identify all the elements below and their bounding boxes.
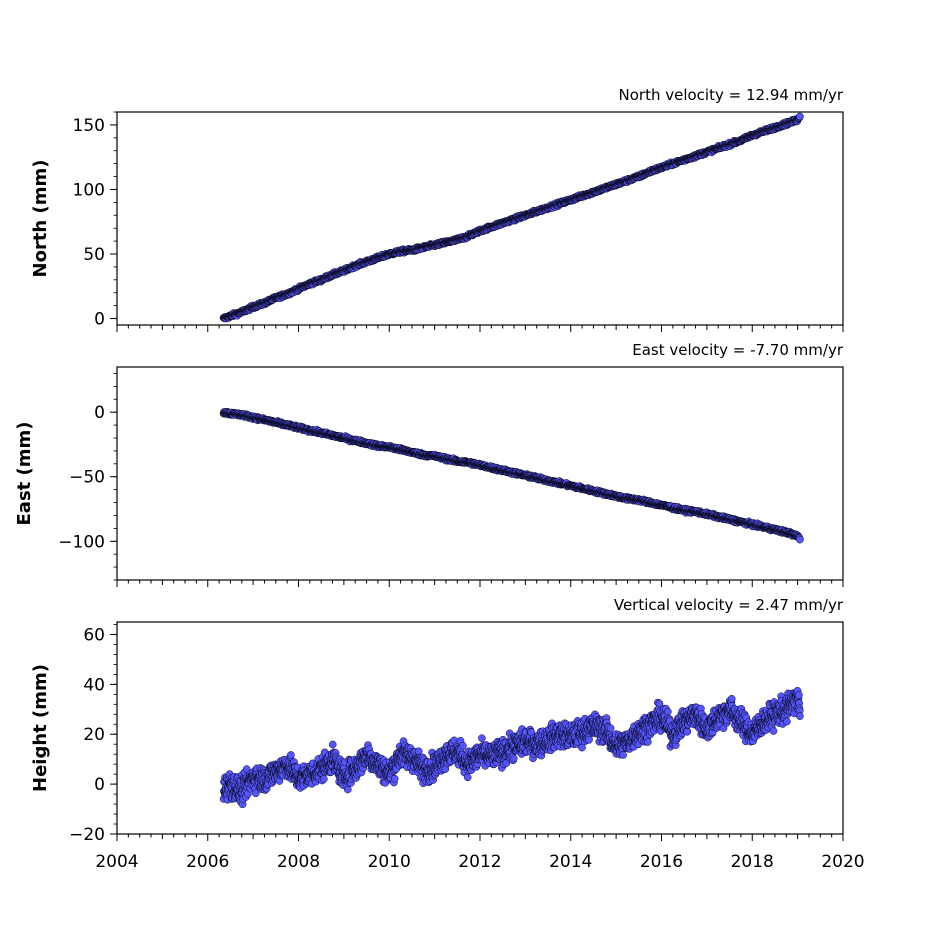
axes-frame [116,366,844,581]
markers-east [219,407,804,544]
data-point [478,734,486,743]
data-point [343,785,352,794]
y-axis-label: North (mm) [30,160,51,278]
data-point [796,535,804,544]
panel-east: 0 −50 −100 East (mm) East velocity = -7.70 m… [14,341,844,587]
y-axis-label: East (mm) [14,422,35,526]
data-point [509,754,518,763]
y-tick-label: −50 [69,468,105,488]
y-tick-label: 150 [73,116,105,136]
markers-height [219,686,804,809]
y-tick-label: 0 [94,310,105,330]
y-tick-label: 50 [83,245,105,265]
data-point [796,112,804,121]
velocity-title: North velocity = 12.94 mm/yr [619,86,844,104]
markers-north [219,112,804,323]
data-point [287,751,295,759]
data-point [390,774,399,783]
data-point [459,741,467,750]
panel-north: 0 50 100 150 North (mm) North velocity = 12.9… [30,86,844,332]
y-tick-label: −100 [58,532,105,552]
y-tick-label: 100 [73,180,105,200]
data-point [328,740,337,749]
y-tick-label: 0 [94,403,105,423]
data-point [319,775,328,783]
data-point [251,789,260,798]
data-point [463,773,472,782]
velocity-title: East velocity = -7.70 mm/yr [632,341,844,359]
